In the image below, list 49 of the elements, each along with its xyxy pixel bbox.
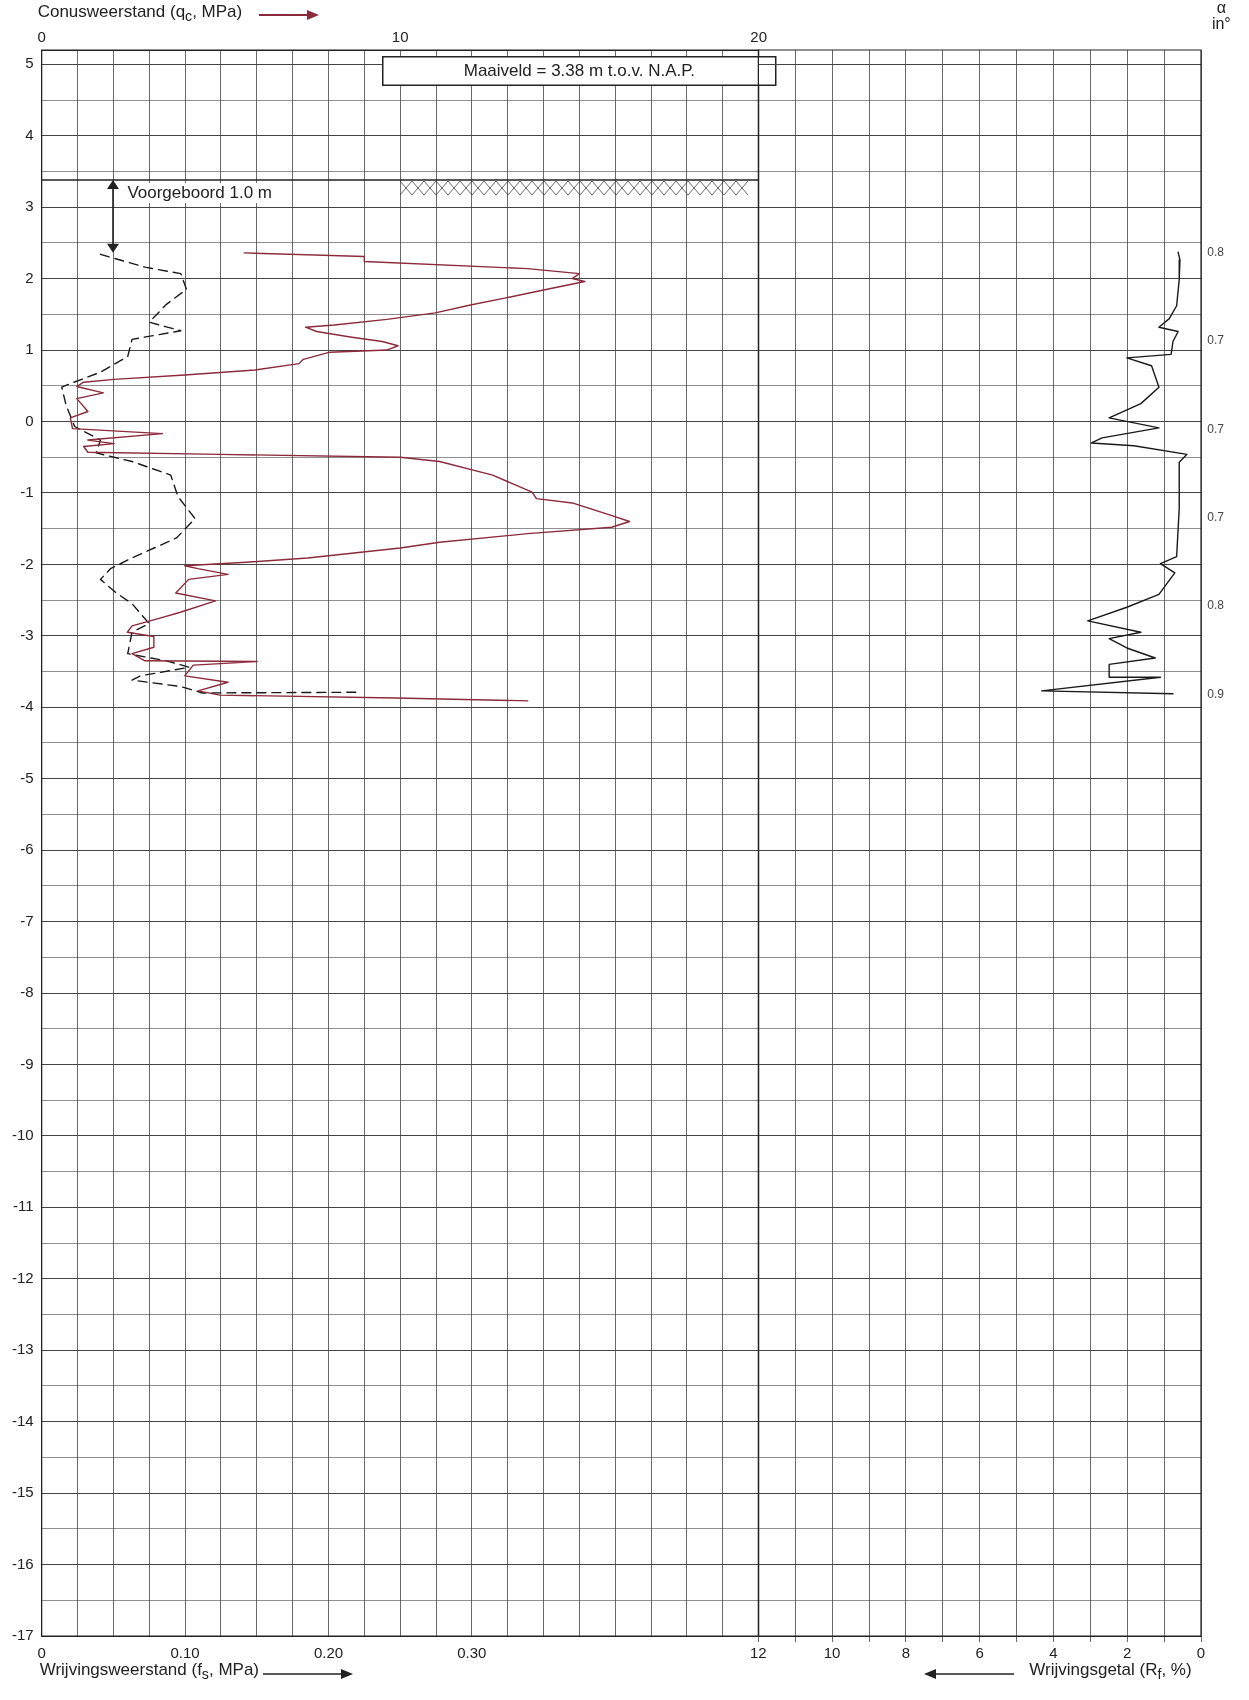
y-tick-label: -12 xyxy=(11,1268,34,1286)
text: 0.7 xyxy=(1207,421,1224,436)
y-tick-label: -2 xyxy=(20,554,34,572)
text: 0.8 xyxy=(1207,245,1224,260)
y-tick-label: -13 xyxy=(11,1340,34,1358)
y-tick-label: -5 xyxy=(20,768,34,786)
x-tick-label: 0.10 xyxy=(170,1644,200,1662)
text: 0.8 xyxy=(1207,598,1224,613)
x-tick-label: 8 xyxy=(902,1644,911,1662)
x-tick-label: 0 xyxy=(1197,1644,1206,1662)
y-tick-label: -17 xyxy=(11,1626,34,1644)
x2-axis-title: Conusweerstand (q$_{c}$, MPa) xyxy=(37,2,243,25)
x-axis-title: Wrijvingsgetal (R$_{f}$, %) xyxy=(1029,1660,1192,1683)
y-tick-label: 1 xyxy=(25,340,34,358)
x2-tick-label: 10 xyxy=(391,28,409,46)
text: 0.7 xyxy=(1207,333,1224,348)
y-tick-label: -7 xyxy=(20,911,34,929)
x2-tick-label: 20 xyxy=(750,28,767,46)
y-tick-label: -10 xyxy=(11,1126,34,1144)
x-tick-label: 0 xyxy=(37,1644,46,1662)
y-tick-label: 4 xyxy=(25,125,34,143)
x-tick-label: 4 xyxy=(1049,1644,1058,1662)
text: 0.7 xyxy=(1207,510,1224,525)
x2-tick-label: 0 xyxy=(37,28,46,46)
x-tick-label: 0.20 xyxy=(313,1644,344,1662)
line-series xyxy=(61,253,357,694)
x-tick-label: 12 xyxy=(750,1644,767,1662)
y-tick-label: -8 xyxy=(20,983,34,1001)
y-tick-label: 0 xyxy=(25,411,34,429)
x-axis-title: Wrijvingsweerstand (f$_{s}$, MPa) xyxy=(39,1660,259,1683)
y-tick-label: -1 xyxy=(20,483,34,501)
y-tick-label: -3 xyxy=(20,625,34,643)
y-tick-label: -6 xyxy=(20,840,34,858)
y-tick-label: -11 xyxy=(13,1197,34,1215)
text: α in° xyxy=(1210,0,1232,32)
y-tick-label: 3 xyxy=(25,197,34,215)
x-tick-label: 2 xyxy=(1123,1644,1132,1662)
x-tick-label: 6 xyxy=(975,1644,985,1662)
annotation: Voorgeboord 1.0 m xyxy=(125,183,274,204)
y-tick-label: -9 xyxy=(20,1054,34,1072)
text: 0.9 xyxy=(1207,686,1224,701)
y-tick-label: -15 xyxy=(11,1483,34,1501)
y-tick-label: 5 xyxy=(25,54,34,72)
x-tick-label: 0.30 xyxy=(457,1644,487,1662)
x-tick-label: 10 xyxy=(824,1644,841,1662)
y-tick-label: -14 xyxy=(11,1411,34,1429)
y-tick-label: -16 xyxy=(11,1554,34,1572)
y-tick-label: -4 xyxy=(20,697,34,715)
y-tick-label: 2 xyxy=(25,268,34,286)
